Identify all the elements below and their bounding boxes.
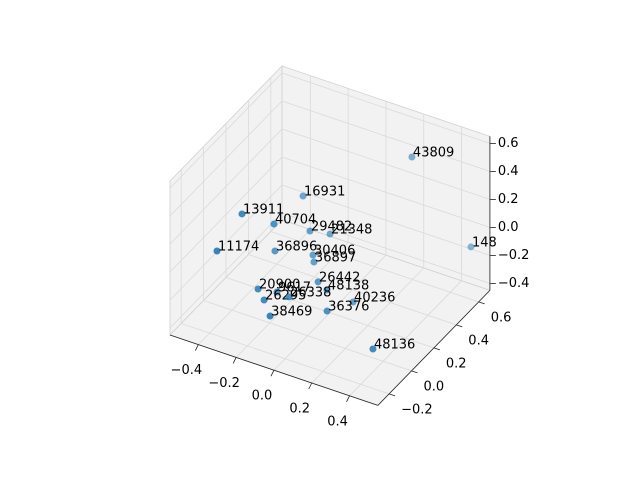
x-tick-label: 0.4 [327, 414, 348, 429]
point [323, 307, 331, 315]
x-axis [169, 334, 379, 406]
grid-line [281, 128, 491, 200]
grid-line [281, 212, 491, 284]
z-tick-label: −0.2 [498, 248, 530, 263]
x-tick [194, 344, 199, 351]
x-tick-label: −0.2 [208, 376, 240, 391]
y-tick-label: 0.6 [491, 310, 512, 325]
point-label: 48138 [328, 278, 369, 293]
point [314, 278, 322, 286]
y-axis [377, 290, 491, 406]
point-label: 13911 [243, 202, 284, 217]
grid-line [181, 323, 390, 395]
point [260, 296, 268, 304]
point-label: 26442 [319, 270, 360, 285]
y-tick-label: 0.2 [446, 356, 467, 371]
point-label: 43809 [413, 145, 454, 160]
y-tick [388, 393, 396, 397]
y-tick-label: 0.0 [424, 379, 445, 394]
point-label: 36897 [315, 251, 356, 266]
grid-line [281, 100, 491, 172]
y-tick-label: 0.4 [468, 333, 489, 348]
grid-line [248, 254, 457, 326]
point-label: 26338 [290, 285, 331, 300]
point-label: 20900 [259, 277, 300, 292]
point [310, 258, 318, 266]
point [369, 345, 377, 353]
y-tick [433, 347, 441, 351]
point [467, 243, 475, 251]
point [213, 247, 221, 255]
grid-line [203, 300, 412, 372]
point-label: 11174 [218, 240, 259, 255]
point-label: 148 [472, 235, 497, 250]
grid-line [281, 184, 491, 256]
grid-line [281, 72, 491, 144]
y-tick [456, 324, 463, 328]
point [270, 220, 278, 228]
point-label: 21348 [331, 222, 372, 237]
point [266, 312, 274, 320]
y-tick [411, 370, 418, 374]
point [306, 227, 314, 235]
point-label: 16931 [304, 184, 345, 199]
point [273, 288, 281, 296]
x-tick [232, 357, 237, 364]
z-tick-label: 0.0 [498, 220, 519, 235]
point-label: 30406 [314, 243, 355, 258]
point-label: 36376 [328, 300, 369, 315]
point [326, 230, 334, 238]
y-tick [478, 301, 485, 305]
point-label: 36896 [276, 239, 317, 254]
point [271, 247, 279, 255]
x-tick [270, 370, 275, 377]
point [349, 298, 357, 306]
point-label: 40236 [354, 291, 395, 306]
grid-line [169, 156, 283, 273]
point [299, 192, 307, 200]
grid-line [169, 128, 283, 245]
grid-line [281, 156, 491, 228]
z-tick-label: −0.4 [498, 276, 530, 291]
point [323, 286, 331, 294]
grid-line [169, 212, 283, 329]
grid-line [169, 100, 283, 217]
x-tick-label: 0.0 [252, 389, 273, 404]
point-label: 38469 [271, 305, 312, 320]
point [285, 293, 293, 301]
z-tick-label: 0.6 [498, 136, 519, 151]
point [309, 251, 317, 259]
z-tick-label: 0.2 [498, 192, 519, 207]
point-label: 40704 [275, 213, 316, 228]
y-tick-label: −0.2 [401, 402, 433, 417]
point-label: 48136 [374, 338, 415, 353]
x-tick-label: 0.2 [289, 402, 310, 417]
x-tick [308, 382, 313, 390]
grid-line [169, 184, 283, 301]
grid-line [169, 72, 283, 189]
point [254, 285, 262, 293]
point-label: 9617 [278, 280, 311, 295]
point [238, 210, 246, 218]
z-tick-label: 0.4 [498, 164, 519, 179]
point-label: 29482 [311, 220, 352, 235]
grid-line [270, 231, 479, 303]
point [408, 153, 416, 161]
x-tick [346, 395, 350, 402]
x-tick-label: −0.4 [171, 363, 203, 378]
